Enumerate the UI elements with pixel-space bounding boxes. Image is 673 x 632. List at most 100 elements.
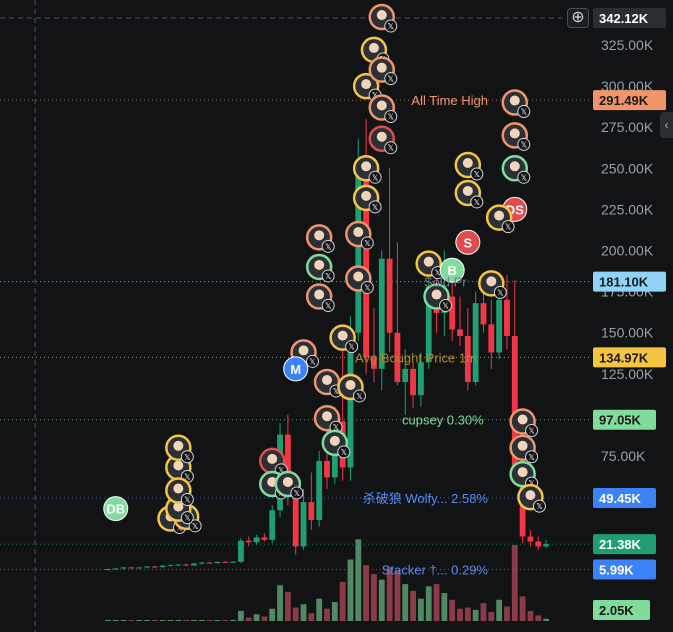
x-icon-glyph: 𝕏 <box>325 302 332 311</box>
trader-avatar[interactable]: 𝕏 <box>454 179 484 209</box>
trader-avatar[interactable]: 𝕏 <box>352 155 382 184</box>
avatar-face <box>267 453 278 464</box>
trader-badge[interactable]: M <box>283 356 309 382</box>
avatar-face <box>322 411 332 422</box>
trader-badge[interactable]: S <box>455 229 481 255</box>
avatar-face <box>517 467 528 478</box>
trader-avatar[interactable]: 𝕏 <box>305 253 335 283</box>
avatar-face <box>517 414 528 425</box>
candle-body <box>144 566 150 568</box>
trader-avatar[interactable]: 𝕏 <box>509 460 539 490</box>
trader-avatar[interactable]: 𝕏 <box>165 477 194 507</box>
x-icon-glyph: 𝕏 <box>505 223 512 232</box>
x-icon <box>321 239 335 253</box>
candle-body <box>496 299 503 353</box>
trader-avatar[interactable]: 𝕏 <box>345 220 374 250</box>
x-icon-glyph: 𝕏 <box>497 288 504 297</box>
avatar-face <box>517 440 528 451</box>
x-icon-glyph: 𝕏 <box>184 496 191 505</box>
trader-avatar[interactable]: 𝕏 <box>509 408 539 437</box>
x-icon-glyph: 𝕏 <box>388 75 395 84</box>
trade-markers[interactable]: 𝕏𝕏𝕏𝕏𝕏𝕏DB𝕏𝕏𝕏𝕏M𝕏𝕏𝕏𝕏𝕏𝕏𝕏𝕏𝕏𝕏𝕏𝕏𝕏𝕏𝕏𝕏𝕏𝕏𝕏𝕏BS𝕏𝕏DS𝕏… <box>103 3 546 534</box>
x-icon <box>180 450 194 464</box>
trader-avatar[interactable]: 𝕏 <box>415 250 445 280</box>
trader-avatar[interactable]: 𝕏 <box>509 434 539 464</box>
x-icon <box>352 389 366 403</box>
trader-avatar[interactable]: 𝕏 <box>423 283 453 313</box>
avatar-face <box>376 131 387 142</box>
trader-avatar[interactable]: 𝕏 <box>352 184 382 214</box>
candle-body <box>449 296 456 330</box>
trader-avatar[interactable]: 𝕏 <box>517 483 546 513</box>
x-icon <box>188 519 202 533</box>
trader-avatar[interactable]: 𝕏 <box>274 470 304 500</box>
candle-body <box>128 567 135 569</box>
x-icon-glyph: 𝕏 <box>521 173 528 182</box>
avatar-face <box>423 256 434 267</box>
tag-label: 49.45K <box>599 491 642 506</box>
trader-badge[interactable]: B <box>439 257 465 283</box>
trader-avatar[interactable]: 𝕏 <box>485 204 515 234</box>
y-tick-label: 75.00K <box>601 448 646 464</box>
trader-avatar[interactable]: 𝕏 <box>368 125 398 155</box>
volume-bar <box>331 601 338 621</box>
trader-avatar[interactable]: 𝕏 <box>321 429 351 459</box>
volume-bar <box>417 598 424 621</box>
trader-avatar[interactable]: 𝕏 <box>345 265 374 294</box>
avatar-face <box>322 375 332 386</box>
volume-bar <box>277 585 283 621</box>
candle-body <box>245 540 252 543</box>
candle-body <box>543 544 549 547</box>
plus-circle-icon[interactable]: ⊕ <box>567 8 589 28</box>
trader-avatar[interactable]: 𝕏 <box>313 404 343 434</box>
x-icon <box>439 299 453 313</box>
trader-avatar[interactable]: 𝕏 <box>165 434 194 464</box>
trader-avatar[interactable]: 𝕏 <box>305 283 335 313</box>
candle-body <box>363 160 370 358</box>
tag-label: 134.97K <box>599 350 649 365</box>
volume-bar <box>339 581 346 621</box>
trader-avatar[interactable]: 𝕏 <box>501 122 531 151</box>
x-icon <box>368 170 382 184</box>
trader-avatar[interactable]: 𝕏 <box>305 224 335 253</box>
x-icon <box>368 200 382 214</box>
chevron-left-icon[interactable]: ‹ <box>660 112 673 138</box>
trader-avatar[interactable]: 𝕏 <box>478 270 507 299</box>
x-icon <box>525 423 539 437</box>
trader-avatar[interactable]: 𝕏 <box>337 373 366 403</box>
candle-body <box>222 561 229 563</box>
trader-avatar[interactable]: 𝕏 <box>352 72 382 102</box>
badge-text: S <box>464 235 473 250</box>
trader-avatar[interactable]: 𝕏 <box>454 151 484 181</box>
trader-avatar[interactable]: 𝕏 <box>368 56 398 86</box>
annotation-label: Sold Pr <box>424 275 467 290</box>
y-tick-label: 225.00K <box>601 201 654 217</box>
y-tick-label: 200.00K <box>601 243 654 259</box>
annotation-label: All Time High <box>411 93 488 108</box>
price-lines <box>0 0 590 632</box>
volume-bar <box>206 620 213 621</box>
trader-avatar[interactable]: 𝕏 <box>258 447 288 477</box>
candle-body <box>511 335 518 478</box>
trader-avatar[interactable]: 𝕏 <box>501 155 531 184</box>
volume-bar <box>355 539 362 621</box>
trader-avatar[interactable]: 𝕏 <box>368 94 398 123</box>
candle-body <box>300 502 307 547</box>
candle-body <box>480 303 487 325</box>
trader-avatar[interactable]: 𝕏 <box>501 89 531 119</box>
x-icon <box>525 450 539 464</box>
volume-bar <box>441 593 448 621</box>
volume-bar <box>371 574 377 621</box>
volume-bar <box>324 608 330 621</box>
volume-bar <box>167 620 174 621</box>
x-icon <box>180 511 194 525</box>
candle-body <box>105 569 111 571</box>
trader-badge[interactable]: DB <box>103 496 129 522</box>
trader-avatar[interactable]: 𝕏 <box>368 3 398 33</box>
trader-avatar[interactable]: 𝕏 <box>329 324 359 354</box>
volume-bar <box>120 620 127 621</box>
tag-label: 342.12K <box>599 11 649 26</box>
candle-body <box>183 564 190 566</box>
avatar-face <box>298 345 309 356</box>
